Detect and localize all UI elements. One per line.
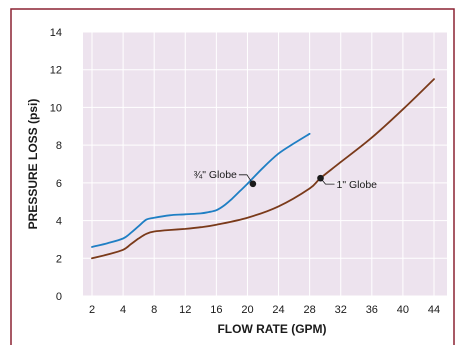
- y-tick-label: 8: [56, 140, 62, 152]
- annotation-marker: [250, 181, 257, 188]
- y-tick-label: 2: [56, 253, 62, 265]
- x-tick-label: 2: [89, 304, 95, 316]
- x-tick-label: 12: [179, 304, 191, 316]
- y-tick-label: 12: [50, 65, 62, 77]
- x-tick-label: 28: [304, 304, 316, 316]
- annotation-label: ¾" Globe: [193, 169, 237, 181]
- x-tick-label: 4: [120, 304, 126, 316]
- x-tick-label: 8: [151, 304, 157, 316]
- y-tick-labels: 0 2 4 6 8 10 12 14: [50, 27, 62, 303]
- x-tick-labels: 2 4 8 12 16 20 24 28 32 36 40 44: [89, 304, 440, 316]
- y-tick-label: 4: [56, 216, 62, 228]
- x-tick-label: 24: [272, 304, 284, 316]
- x-tick-label: 20: [241, 304, 253, 316]
- y-axis-title: PRESSURE LOSS (psi): [26, 99, 40, 230]
- x-tick-label: 32: [335, 304, 347, 316]
- x-tick-label: 44: [428, 304, 440, 316]
- y-tick-label: 10: [50, 102, 62, 114]
- x-tick-label: 40: [397, 304, 409, 316]
- y-tick-label: 6: [56, 178, 62, 190]
- plot-background: [83, 32, 447, 296]
- annotation-label: 1" Globe: [337, 179, 378, 191]
- annotation-marker: [317, 175, 324, 182]
- x-axis-title: FLOW RATE (GPM): [217, 322, 326, 336]
- y-tick-label: 14: [50, 27, 62, 39]
- x-tick-label: 36: [366, 304, 378, 316]
- y-tick-label: 0: [56, 291, 62, 303]
- x-tick-label: 16: [210, 304, 222, 316]
